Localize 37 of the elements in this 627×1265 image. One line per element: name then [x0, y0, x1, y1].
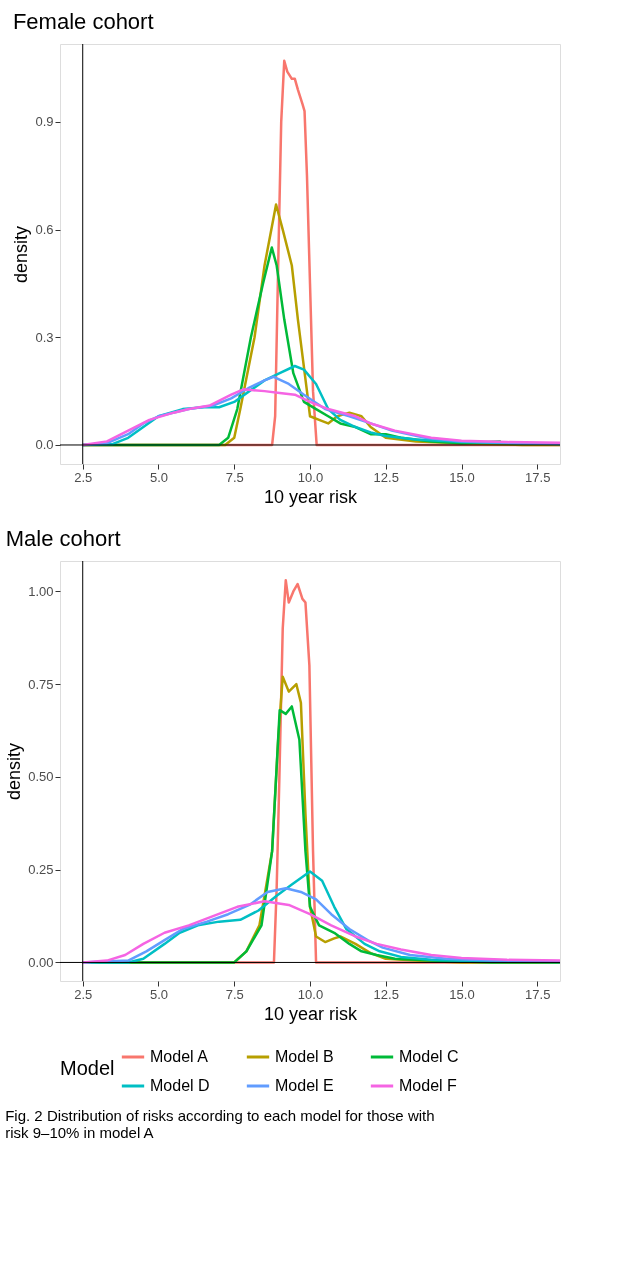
x-tick-label: 12.5 [373, 986, 399, 1002]
x-tick-label: 15.0 [449, 469, 475, 485]
x-tick-label: 5.0 [149, 986, 169, 1002]
x-tick-label: 7.5 [225, 469, 244, 485]
legend-label: Model F [399, 1077, 458, 1094]
y-axis-title: density [11, 225, 32, 284]
y-tick-label: 0.9 [35, 114, 54, 130]
y-tick-label: 0.50 [28, 769, 54, 785]
x-tick-label: 10.0 [297, 986, 324, 1002]
y-tick-label: 0.75 [28, 676, 54, 692]
y-tick-label: 0.25 [28, 862, 54, 878]
x-axis-title: 10 year risk [263, 486, 359, 507]
legend-label: Model A [150, 1048, 209, 1065]
y-axis-title: density [4, 742, 25, 801]
x-tick-label: 2.5 [74, 469, 93, 485]
y-tick-label: 0.6 [35, 222, 54, 238]
legend-label: Model C [399, 1048, 459, 1065]
y-tick-label: 0.0 [35, 437, 54, 453]
caption: Fig. 2 Distribution of risks according to each model for those with risk 9–10% in model A [5, 1107, 435, 1141]
x-tick-label: 17.5 [525, 469, 551, 485]
chart-title: Female cohort [12, 8, 154, 34]
x-axis-title: 10 year risk [263, 1003, 359, 1024]
y-tick-label: 0.3 [35, 329, 54, 345]
x-tick-label: 15.0 [449, 986, 475, 1002]
legend-label: Model B [275, 1048, 334, 1065]
x-tick-label: 7.5 [225, 986, 244, 1002]
x-tick-label: 10.0 [297, 469, 324, 485]
y-tick-label: 1.00 [28, 583, 54, 599]
x-tick-label: 5.0 [149, 469, 169, 485]
legend-label: Model E [275, 1077, 334, 1094]
legend-title: Model [60, 1057, 115, 1079]
x-tick-label: 12.5 [373, 469, 399, 485]
x-tick-label: 2.5 [74, 986, 93, 1002]
chart-title: Male cohort [5, 525, 121, 551]
legend-label: Model D [150, 1077, 210, 1094]
y-tick-label: 0.00 [28, 954, 54, 970]
x-tick-label: 17.5 [525, 986, 551, 1002]
